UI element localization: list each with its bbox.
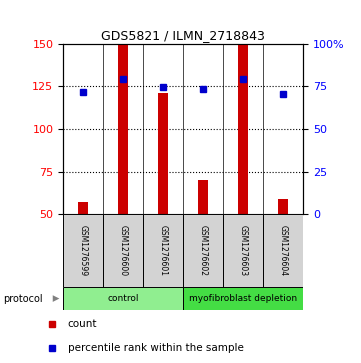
Bar bbox=[78, 202, 88, 214]
Bar bbox=[63, 287, 183, 310]
Text: myofibroblast depletion: myofibroblast depletion bbox=[189, 294, 297, 303]
Bar bbox=[183, 214, 223, 287]
Text: protocol: protocol bbox=[4, 294, 43, 303]
Text: GSM1276600: GSM1276600 bbox=[119, 225, 128, 276]
Bar bbox=[198, 180, 208, 214]
Title: GDS5821 / ILMN_2718843: GDS5821 / ILMN_2718843 bbox=[101, 29, 265, 42]
Text: count: count bbox=[68, 319, 97, 329]
Bar bbox=[103, 214, 143, 287]
Bar bbox=[223, 214, 263, 287]
Text: GSM1276601: GSM1276601 bbox=[159, 225, 168, 276]
Text: control: control bbox=[108, 294, 139, 303]
Bar bbox=[63, 214, 103, 287]
Text: GSM1276599: GSM1276599 bbox=[79, 225, 88, 276]
Text: GSM1276602: GSM1276602 bbox=[199, 225, 208, 276]
Bar bbox=[238, 44, 248, 214]
Text: GSM1276604: GSM1276604 bbox=[279, 225, 288, 276]
Bar bbox=[118, 44, 128, 214]
Bar bbox=[278, 199, 288, 214]
Text: GSM1276603: GSM1276603 bbox=[239, 225, 248, 276]
Bar bbox=[183, 287, 303, 310]
Text: percentile rank within the sample: percentile rank within the sample bbox=[68, 343, 244, 353]
Bar bbox=[158, 93, 168, 214]
Bar bbox=[263, 214, 303, 287]
Bar bbox=[143, 214, 183, 287]
